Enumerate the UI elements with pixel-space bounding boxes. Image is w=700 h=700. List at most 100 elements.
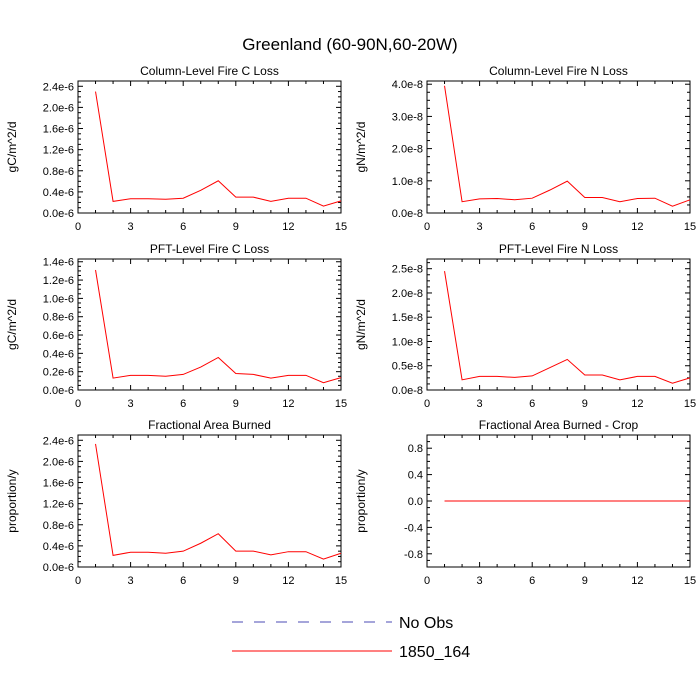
- chart-panel: Column-Level Fire N Loss gN/m^2/d 0 3 6 9 12 15…: [354, 64, 696, 233]
- y-tick-label: 0.8e-6: [43, 312, 74, 324]
- x-tick-label: 3: [477, 575, 483, 587]
- y-tick-label: 0.0e-8: [392, 208, 423, 220]
- y-tick-label: 2.0e-6: [43, 102, 74, 114]
- x-tick-label: 12: [282, 575, 294, 587]
- y-tick-label: -0.8: [404, 549, 423, 561]
- legend-item: No Obs: [232, 615, 453, 632]
- legend-label: 1850_164: [399, 644, 470, 661]
- chart-title: PFT-Level Fire C Loss: [150, 242, 269, 256]
- y-tick-label: 2.4e-6: [43, 81, 74, 93]
- y-tick-label: 0.0e-6: [43, 208, 74, 220]
- series-line: [95, 443, 342, 560]
- x-tick-label: 15: [684, 575, 696, 587]
- y-tick-label: 2.5e-8: [392, 264, 423, 276]
- y-tick-label: 0.0e-6: [43, 562, 74, 574]
- x-tick-label: 12: [282, 398, 294, 410]
- y-tick-label: 0.4e-6: [43, 541, 74, 553]
- x-tick-label: 15: [335, 398, 347, 410]
- x-tick-label: 6: [529, 221, 535, 233]
- y-tick-label: 2.0e-8: [392, 144, 423, 156]
- y-tick-label: 0.0e-8: [392, 385, 423, 397]
- x-tick-label: 3: [477, 221, 483, 233]
- x-tick-label: 6: [180, 221, 186, 233]
- y-tick-label: 1.4e-6: [43, 257, 74, 269]
- x-tick-label: 15: [335, 575, 347, 587]
- x-tick-label: 15: [335, 221, 347, 233]
- y-axis-label: gC/m^2/d: [5, 122, 19, 173]
- y-axis-label: gN/m^2/d: [354, 122, 368, 173]
- x-tick-label: 12: [282, 221, 294, 233]
- series-line: [95, 91, 342, 207]
- x-tick-label: 6: [180, 575, 186, 587]
- x-tick-label: 3: [128, 575, 134, 587]
- y-tick-label: 1.0e-8: [392, 336, 423, 348]
- y-tick-label: 0.6e-6: [43, 330, 74, 342]
- chart-panel: Fractional Area Burned - Crop proportion/…: [354, 418, 696, 587]
- chart-panel: Column-Level Fire C Loss gC/m^2/d 0 3 6 9 12 15…: [5, 64, 347, 233]
- chart-title: Column-Level Fire C Loss: [140, 64, 279, 78]
- chart-title: Fractional Area Burned: [148, 418, 271, 432]
- y-tick-label: 0.8: [408, 443, 423, 455]
- panels: Column-Level Fire C Loss gC/m^2/d 0 3 6 9 12 15…: [5, 64, 696, 587]
- y-tick-label: 2.4e-6: [43, 435, 74, 447]
- figure-title: Greenland (60-90N,60-20W): [242, 35, 457, 54]
- y-tick-label: 0.2e-6: [43, 367, 74, 379]
- x-tick-label: 0: [75, 221, 81, 233]
- y-axis-label: proportion/y: [354, 469, 368, 532]
- x-tick-label: 12: [631, 398, 643, 410]
- y-tick-label: 0.8e-6: [43, 166, 74, 178]
- plot-frame: [426, 80, 691, 214]
- x-tick-label: 15: [684, 221, 696, 233]
- y-axis-label: gC/m^2/d: [5, 299, 19, 350]
- y-tick-label: 3.0e-8: [392, 111, 423, 123]
- y-tick-label: 2.0e-8: [392, 288, 423, 300]
- x-tick-label: 0: [75, 398, 81, 410]
- y-tick-label: 0.0e-6: [43, 385, 74, 397]
- y-tick-label: 1.0e-8: [392, 176, 423, 188]
- x-tick-label: 9: [233, 575, 239, 587]
- y-tick-label: 0.4e-6: [43, 348, 74, 360]
- plot-frame: [77, 80, 342, 214]
- y-tick-label: 0.8e-6: [43, 520, 74, 532]
- x-tick-label: 12: [631, 221, 643, 233]
- chart-panel: Fractional Area Burned proportion/y 0 3 6 9 12…: [5, 418, 347, 587]
- plot-frame: [426, 258, 691, 391]
- series-line: [444, 85, 691, 207]
- y-tick-label: 1.6e-6: [43, 478, 74, 490]
- y-tick-label: 0.4: [408, 470, 423, 482]
- plot-frame: [77, 258, 342, 391]
- y-tick-label: 1.6e-6: [43, 124, 74, 136]
- y-tick-label: 0.0: [408, 496, 423, 508]
- x-tick-label: 6: [529, 575, 535, 587]
- x-tick-label: 15: [684, 398, 696, 410]
- legend: No Obs 1850_164: [232, 615, 470, 661]
- legend-item: 1850_164: [232, 644, 470, 661]
- legend-label: No Obs: [399, 615, 453, 632]
- y-axis-label: proportion/y: [5, 469, 19, 532]
- x-tick-label: 12: [631, 575, 643, 587]
- x-tick-label: 0: [75, 575, 81, 587]
- series-line: [444, 271, 691, 384]
- chart-panel: PFT-Level Fire N Loss gN/m^2/d 0 3 6 9 12 15 0.0…: [354, 242, 696, 410]
- y-axis-label: gN/m^2/d: [354, 299, 368, 350]
- y-tick-label: 1.5e-8: [392, 312, 423, 324]
- y-tick-label: 1.0e-6: [43, 293, 74, 305]
- x-tick-label: 0: [424, 398, 430, 410]
- series-line: [95, 269, 342, 384]
- y-tick-label: 1.2e-6: [43, 145, 74, 157]
- x-tick-label: 9: [233, 398, 239, 410]
- plot-frame: [77, 434, 342, 568]
- chart-panel: PFT-Level Fire C Loss gC/m^2/d 0 3 6 9 12 15 0.0…: [5, 242, 347, 410]
- x-tick-label: 9: [233, 221, 239, 233]
- x-tick-label: 9: [582, 221, 588, 233]
- x-tick-label: 9: [582, 398, 588, 410]
- x-tick-label: 6: [529, 398, 535, 410]
- x-tick-label: 3: [128, 398, 134, 410]
- chart-title: Fractional Area Burned - Crop: [479, 418, 639, 432]
- y-tick-label: 1.2e-6: [43, 275, 74, 287]
- y-tick-label: -0.4: [404, 522, 423, 534]
- chart-title: Column-Level Fire N Loss: [489, 64, 628, 78]
- x-tick-label: 0: [424, 221, 430, 233]
- x-tick-label: 9: [582, 575, 588, 587]
